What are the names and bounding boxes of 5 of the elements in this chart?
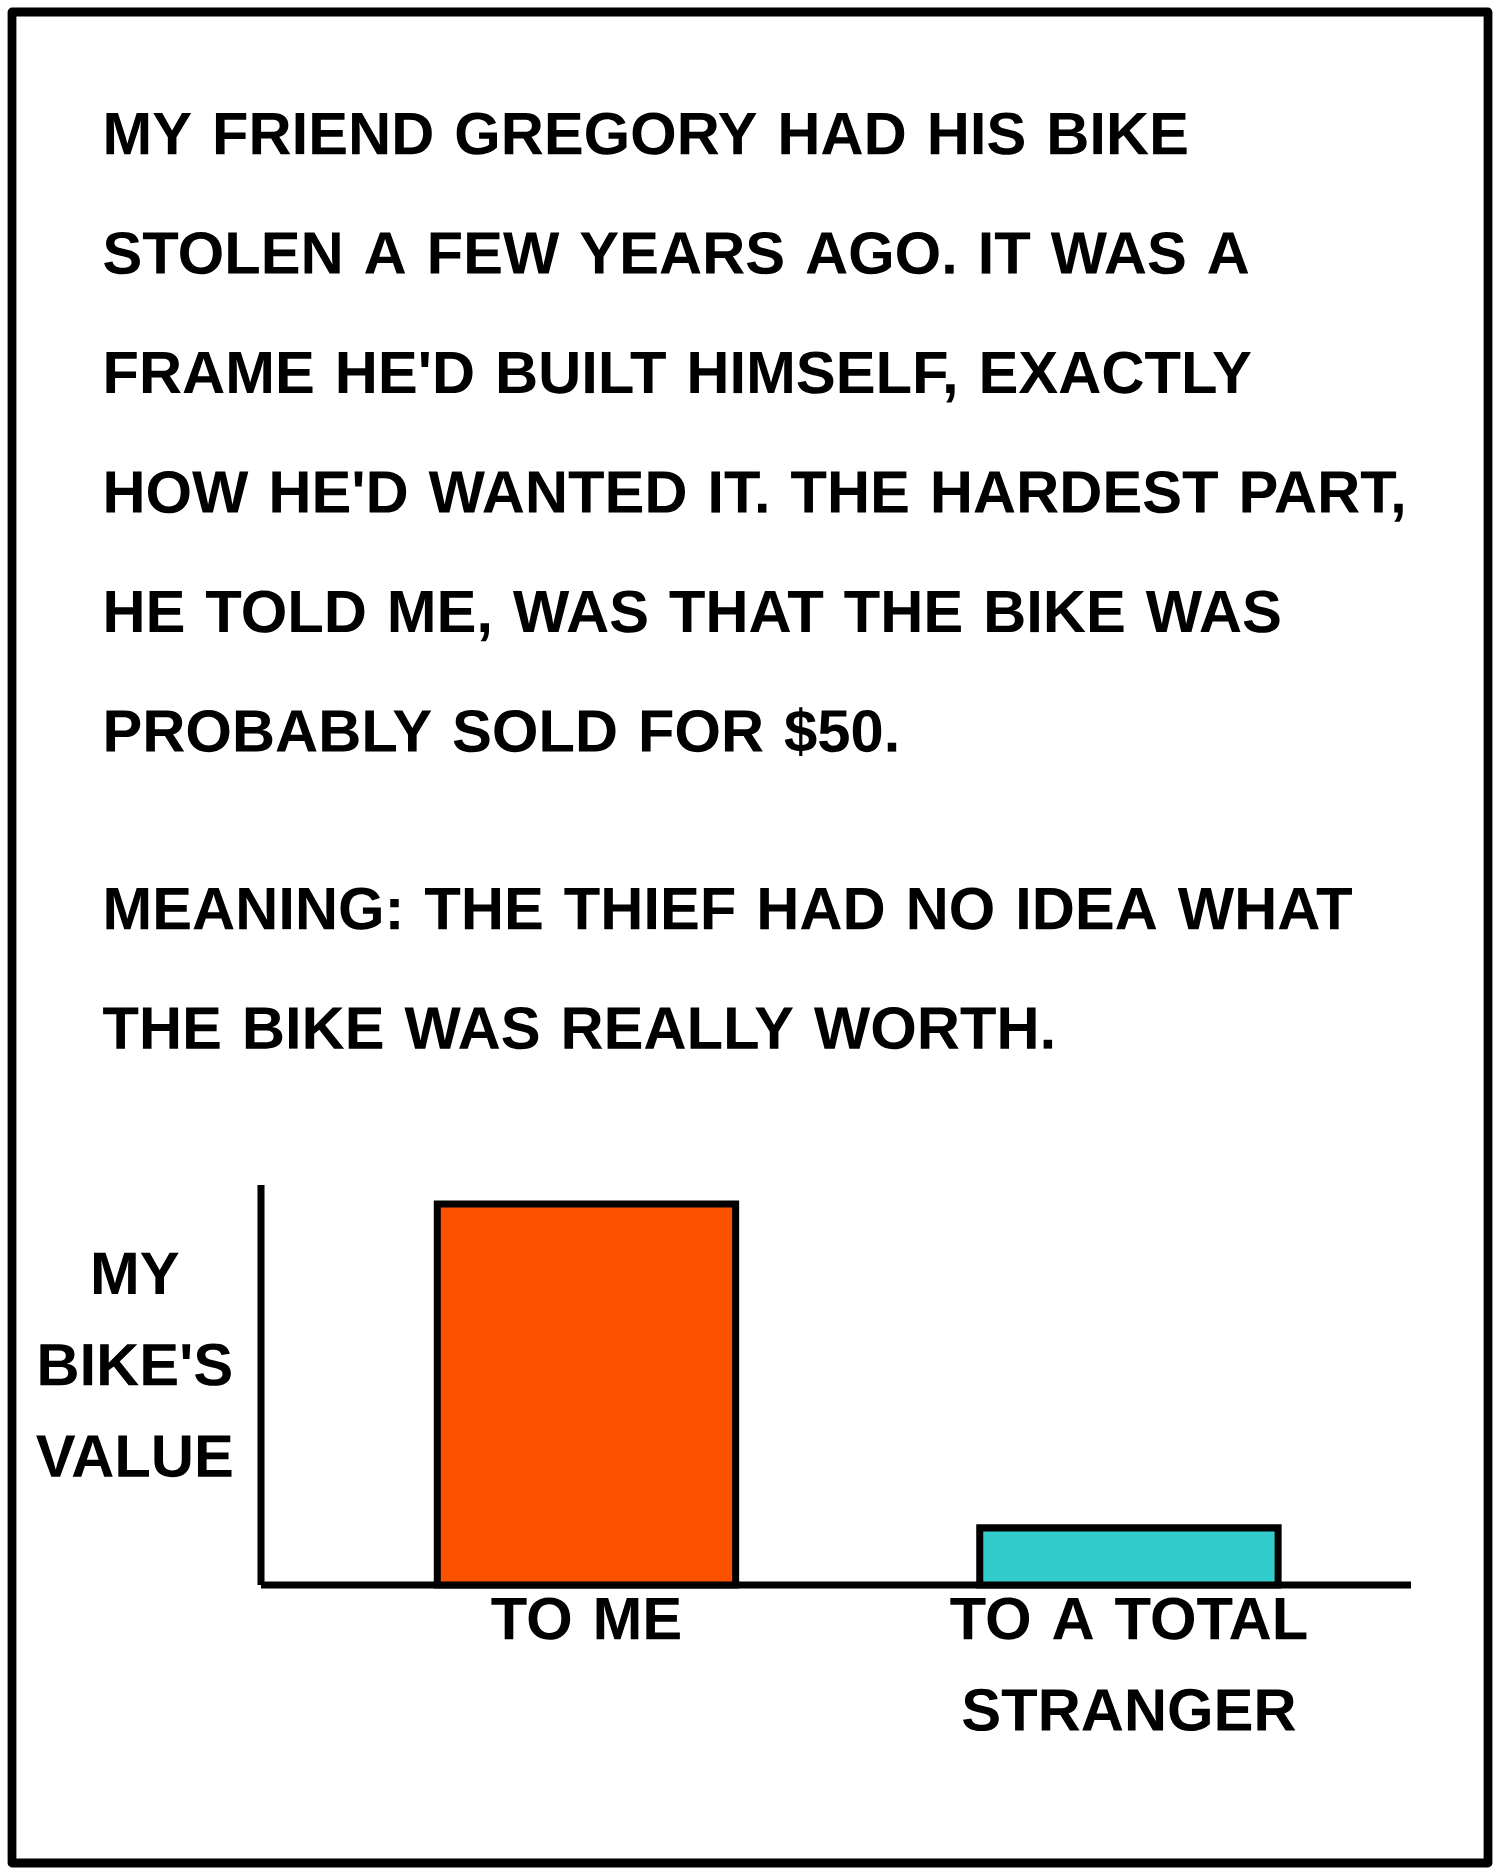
x-tick-label: TO ME — [491, 1597, 680, 1640]
x-tick-label: TO A TOTAL STRANGER — [950, 1597, 1307, 1732]
text: MEANING: THE THIEF HAD NO IDEA WHAT THE BIKE WAS REALLY WORTH. — [103, 887, 1352, 1050]
y-axis-title: MY BIKE'S VALUE — [36, 1252, 232, 1478]
chart-title: MY FRIEND GREGORY HAD HIS BIKE STOLEN A FEW YEARS AGO. IT WAS A FRAME HE'D BUILT HIMSELF, EXACTLY HOW HE'D WANTED IT. THE HARDEST PART, HE TOLD ME, WAS THAT THE BIKE WAS PROBABLY SOLD FOR $50. — [104, 112, 1403, 757]
